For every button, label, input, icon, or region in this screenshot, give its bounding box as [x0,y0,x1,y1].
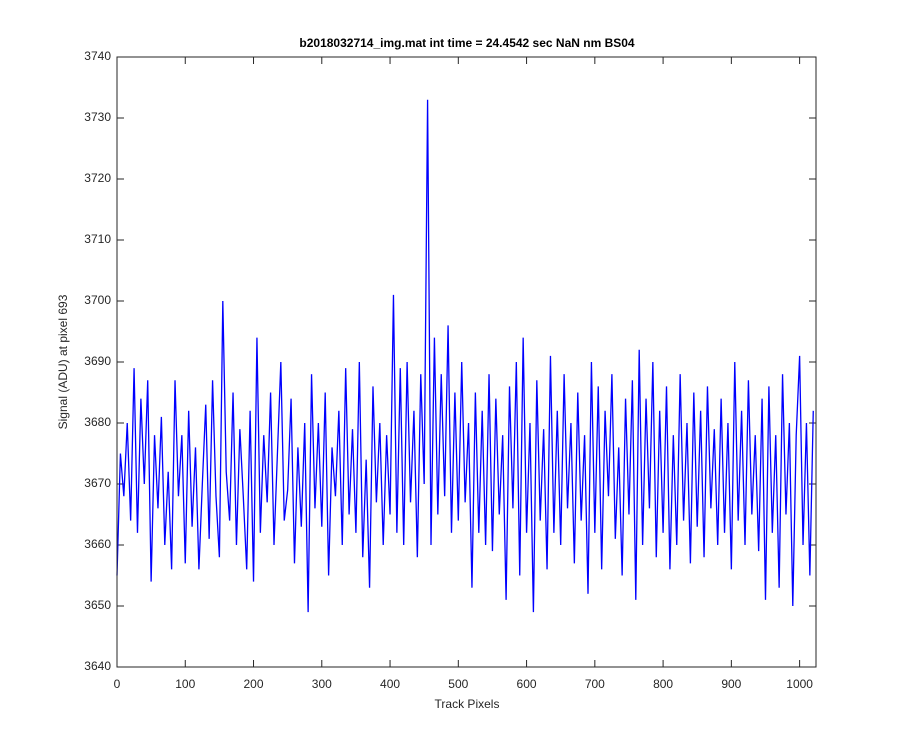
x-tick-label: 100 [175,677,195,691]
plot-area [117,57,816,667]
y-tick-label: 3700 [84,293,111,307]
y-tick-label: 3730 [84,110,111,124]
y-tick-label: 3650 [84,598,111,612]
x-axis-label: Track Pixels [435,697,500,711]
x-tick-label: 600 [517,677,537,691]
y-tick-label: 3660 [84,537,111,551]
y-tick-label: 3680 [84,415,111,429]
axes-box [116,56,817,668]
y-tick-label: 3670 [84,476,111,490]
x-tick-label: 0 [114,677,121,691]
x-tick-label: 400 [380,677,400,691]
y-tick-label: 3720 [84,171,111,185]
x-tick-label: 1000 [786,677,813,691]
x-tick-label: 700 [585,677,605,691]
y-tick-label: 3740 [84,49,111,63]
x-tick-label: 900 [721,677,741,691]
x-tick-label: 200 [244,677,264,691]
x-tick-label: 300 [312,677,332,691]
chart-title: b2018032714_img.mat int time = 24.4542 s… [299,36,635,50]
data-line [116,99,814,613]
y-tick-label: 3640 [84,659,111,673]
y-axis-label: Signal (ADU) at pixel 693 [56,294,70,429]
y-tick-label: 3690 [84,354,111,368]
x-tick-label: 500 [448,677,468,691]
x-tick-label: 800 [653,677,673,691]
y-tick-label: 3710 [84,232,111,246]
